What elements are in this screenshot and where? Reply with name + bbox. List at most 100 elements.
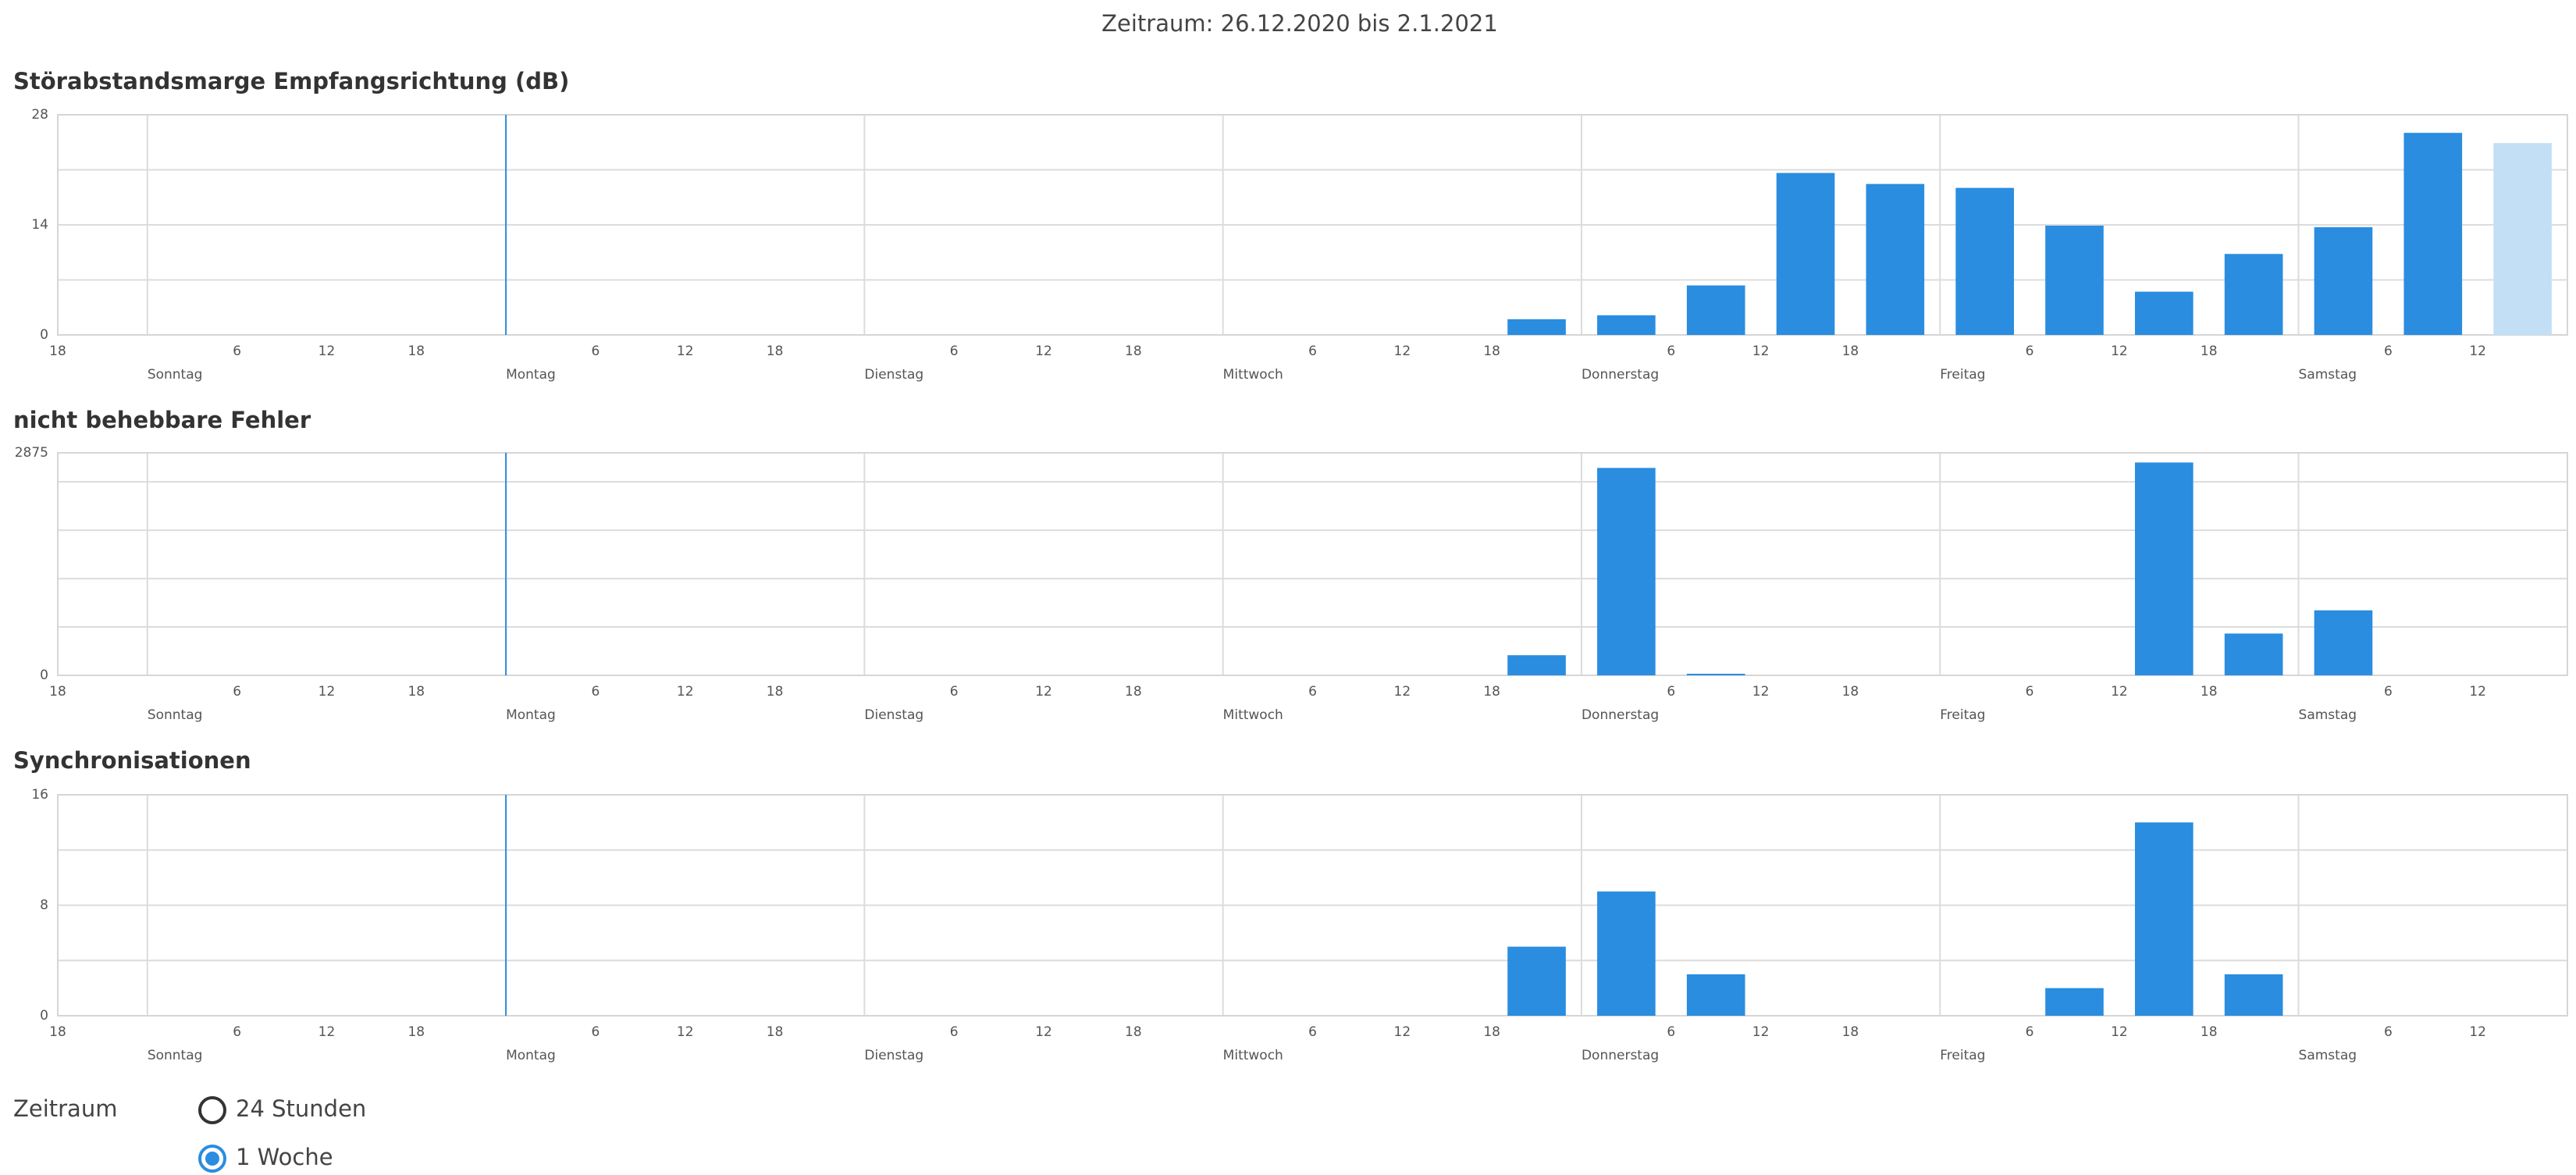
bar [2224,974,2283,1016]
day-label: Sonntag [148,1048,203,1063]
bar [2314,610,2373,675]
x-tick-label: 18 [1125,344,1142,359]
bar [2134,462,2194,675]
x-tick-label: 18 [1483,344,1500,359]
x-tick-label: 6 [2026,684,2034,700]
x-tick-label: 18 [407,684,425,700]
x-tick-label: 12 [1752,684,1770,700]
day-label: Mittwoch [1223,707,1283,723]
x-tick-label: 12 [677,1024,694,1040]
page-title: Zeitraum: 26.12.2020 bis 2.1.2021 [1101,10,1498,37]
radio-option[interactable]: 1 Woche [198,1144,333,1173]
x-tick-label: 18 [49,1024,66,1040]
x-tick-label: 18 [1483,1024,1500,1040]
x-tick-label: 18 [767,1024,784,1040]
x-tick-label: 6 [1308,344,1317,359]
x-tick-label: 12 [1035,684,1052,700]
day-label: Mittwoch [1223,367,1283,383]
day-label: Samstag [2299,707,2357,723]
bar [2493,143,2552,335]
bar [2045,226,2104,335]
day-label: Freitag [1940,1048,1985,1063]
x-tick-label: 18 [2201,1024,2218,1040]
bar [2403,133,2463,335]
y-tick-label: 0 [40,668,48,683]
x-tick-label: 12 [1394,684,1411,700]
x-tick-label: 12 [2469,344,2486,359]
x-tick-label: 6 [233,684,241,700]
day-label: Samstag [2299,367,2357,383]
y-tick-label: 28 [31,107,48,123]
chart-title: nicht behebbare Fehler [13,407,311,433]
x-tick-label: 12 [1752,1024,1770,1040]
day-label: Dienstag [864,707,923,723]
x-tick-label: 18 [767,684,784,700]
day-label: Montag [506,1048,556,1063]
x-tick-label: 12 [2111,684,2128,700]
y-tick-label: 2875 [15,445,48,461]
x-tick-label: 6 [233,1024,241,1040]
x-tick-label: 12 [2111,344,2128,359]
radio-option[interactable]: 24 Stunden [198,1095,366,1124]
x-tick-label: 12 [1035,1024,1052,1040]
x-tick-label: 18 [49,684,66,700]
x-tick-label: 6 [592,684,600,700]
x-tick-label: 12 [2111,1024,2128,1040]
y-tick-label: 14 [31,217,48,233]
bar [1597,891,1656,1016]
y-tick-label: 16 [31,787,48,803]
x-tick-label: 12 [1752,344,1770,359]
x-tick-label: 18 [1483,684,1500,700]
x-tick-label: 6 [233,344,241,359]
bar [1507,319,1566,335]
bar [1686,974,1745,1016]
radio-button[interactable] [198,1096,226,1124]
bar [1507,946,1566,1016]
bar [2224,254,2283,335]
x-tick-label: 6 [1667,344,1675,359]
plot-border [57,114,2568,336]
x-tick-label: 18 [1125,1024,1142,1040]
day-label: Sonntag [148,707,203,723]
radio-label[interactable]: 24 Stunden [236,1095,366,1122]
x-tick-label: 18 [1125,684,1142,700]
x-tick-label: 18 [1842,1024,1859,1040]
day-label: Sonntag [148,367,203,383]
bar [1597,468,1656,675]
bar [2045,988,2104,1016]
x-tick-label: 6 [592,344,600,359]
day-label: Donnerstag [1582,707,1659,723]
x-tick-label: 6 [2026,344,2034,359]
plot-border [57,452,2568,676]
day-label: Montag [506,707,556,723]
x-tick-label: 18 [407,1024,425,1040]
x-tick-label: 6 [2384,1024,2393,1040]
chart-title: Synchronisationen [13,747,251,774]
y-tick-label: 0 [40,327,48,343]
x-tick-label: 6 [950,684,959,700]
bar [1955,187,2014,335]
day-label: Donnerstag [1582,1048,1659,1063]
x-tick-label: 6 [1667,684,1675,700]
bar [1866,183,1925,335]
x-tick-label: 6 [950,344,959,359]
x-tick-label: 18 [1842,684,1859,700]
x-tick-label: 18 [1842,344,1859,359]
y-tick-label: 0 [40,1008,48,1024]
day-label: Freitag [1940,367,1985,383]
bar [2134,291,2194,335]
x-tick-label: 12 [677,684,694,700]
bar [2134,822,2194,1016]
day-label: Mittwoch [1223,1048,1283,1063]
day-label: Donnerstag [1582,367,1659,383]
x-tick-label: 6 [1308,1024,1317,1040]
day-label: Samstag [2299,1048,2357,1063]
x-tick-label: 12 [677,344,694,359]
bar [1776,173,1835,335]
x-tick-label: 18 [2201,344,2218,359]
y-tick-label: 8 [40,898,48,913]
x-tick-label: 6 [592,1024,600,1040]
x-tick-label: 12 [2469,1024,2486,1040]
radio-label[interactable]: 1 Woche [236,1144,333,1170]
